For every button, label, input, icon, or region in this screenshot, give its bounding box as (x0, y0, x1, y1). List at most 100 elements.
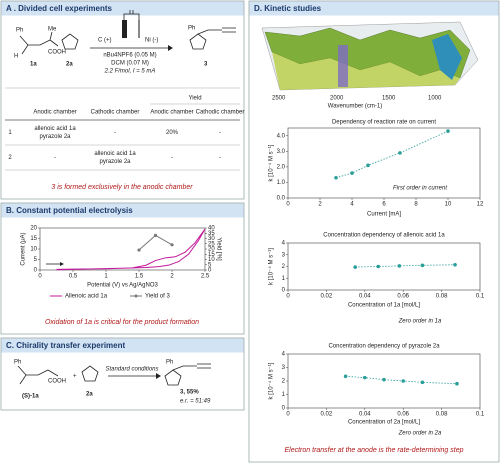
y-tick-label: 0 (282, 288, 286, 294)
table: Anodic chamber Cathodic chamber Yield An… (5, 87, 244, 171)
table-cell: - (219, 130, 221, 136)
data-point (455, 381, 459, 386)
legend-marker (134, 294, 138, 298)
series-line (138, 234, 173, 251)
y2-tick-label: 25 (208, 241, 215, 247)
x-tick-label: 0 (286, 412, 290, 418)
compound-label: 2a (66, 62, 73, 68)
atom-label: Ph (166, 360, 173, 366)
ring (61, 33, 79, 50)
series-line (56, 228, 206, 271)
table-cell: allenoic acid 1a (34, 126, 76, 132)
bond (19, 31, 59, 55)
x-axis-label: Concentration of 2a [mol/L] (348, 420, 420, 426)
table-header: Yield (188, 96, 201, 102)
compound-label: (S)-1a (22, 394, 39, 400)
x-axis-label: Concentration of 1a [mol/L] (348, 303, 420, 309)
electrode-label: C (+) (98, 38, 112, 44)
annotation: Zero order in 1a (398, 319, 442, 325)
plus: + (73, 374, 77, 380)
y2-tick-label: 30 (208, 236, 215, 242)
y-tick-label: 0 (34, 268, 38, 274)
panel-frame (0, 202, 245, 335)
x-tick-label: 0.02 (321, 412, 333, 418)
reaction-scheme (19, 10, 236, 55)
panel-header (1, 203, 244, 218)
x-tick-label: 6 (382, 202, 386, 208)
data-point (366, 163, 370, 168)
y-tick-label: 15 (30, 236, 37, 242)
y-tick-label: 0.0 (277, 196, 286, 202)
condition: 2.2 F/mol, I = 5 mA (104, 69, 156, 75)
y-tick-label: 2 (282, 379, 286, 385)
x-tick-label: 0.1 (476, 294, 485, 300)
x-axis-label: Potential (V) vs Ag/AgNO3 (87, 283, 158, 289)
highlight-band (338, 45, 348, 87)
data-point (170, 243, 174, 247)
condition: Standard conditions (105, 367, 158, 373)
ring (189, 27, 236, 50)
y2-tick-label: 35 (208, 231, 215, 237)
x-tick-label: 0 (286, 202, 290, 208)
electrode (122, 20, 127, 38)
data-point (420, 380, 425, 385)
plot-area (39, 227, 206, 271)
x-tick-label: 0.08 (436, 294, 448, 300)
data-point (401, 379, 406, 383)
plot-area (287, 127, 481, 199)
x-tick-label: 4 (350, 202, 354, 208)
data-point (353, 265, 358, 269)
panel-header (1, 1, 244, 16)
plot-area (287, 242, 481, 291)
table-cell: 2 (8, 155, 12, 161)
condition: DCM (0.07 M) (111, 61, 149, 67)
data-point (382, 377, 386, 382)
surface (432, 34, 462, 80)
y-tick-label: 4.0 (277, 133, 286, 139)
atom-label: H (14, 54, 18, 60)
y-tick-label: 3.0 (277, 149, 286, 155)
atom-label: Ph (188, 26, 195, 32)
x-tick-label: 10 (445, 202, 452, 208)
x-tick-label: 2.5 (201, 274, 210, 280)
data-point (397, 264, 402, 268)
panel-note: Electron transfer at the anode is the ra… (285, 447, 464, 454)
x-tick-label: 1.5 (135, 274, 144, 280)
axis-tick-label: 1000 (428, 96, 442, 102)
trend-line (335, 130, 449, 179)
x-tick-label: 0.04 (359, 412, 371, 418)
x-tick-label: 2 (170, 274, 174, 280)
y-tick-label: 2.0 (277, 164, 286, 170)
table-cell: 20% (166, 130, 179, 136)
panel-header (249, 1, 499, 16)
axis-label: Wavenumber (cm-1) (328, 104, 382, 110)
axis-tick-label: 2000 (330, 96, 344, 102)
table-header: Anodic chamber (33, 110, 76, 116)
data-point (350, 171, 354, 175)
table-subheader: Anodic chamber (150, 110, 193, 116)
table-cell: - (171, 155, 173, 161)
x-tick-label: 12 (477, 202, 484, 208)
y2-tick-label: 5 (208, 262, 212, 268)
y2-tick-label: 15 (208, 252, 215, 258)
panel-frame (0, 337, 245, 411)
y-axis-label: Current (μA) (21, 232, 27, 265)
table-cell: - (219, 155, 221, 161)
y-tick-label: 20 (30, 226, 37, 232)
panel-title: D. Kinetic studies (254, 4, 322, 13)
panel-frame (248, 0, 500, 463)
panel-note: 3 is formed exclusively in the anodic ch… (51, 184, 193, 191)
panel-title: B. Constant potential electrolysis (6, 206, 133, 215)
y-axis-label: k [10⁻⁴ M s⁻¹] (268, 362, 275, 399)
atom-label: COOH (48, 379, 66, 385)
y-tick-label: 1.0 (277, 180, 286, 186)
x-axis-label: Current [mA] (367, 212, 401, 218)
condition: nBu4NPF6 (0.05 M) (103, 53, 156, 59)
y-tick-label: 10 (30, 247, 37, 253)
legend-label: Yield of 3 (145, 294, 170, 300)
compound-label: 2a (86, 392, 93, 398)
table-cell: pyrazole 2a (99, 159, 131, 165)
data-point (137, 248, 141, 252)
data-point (363, 375, 367, 380)
